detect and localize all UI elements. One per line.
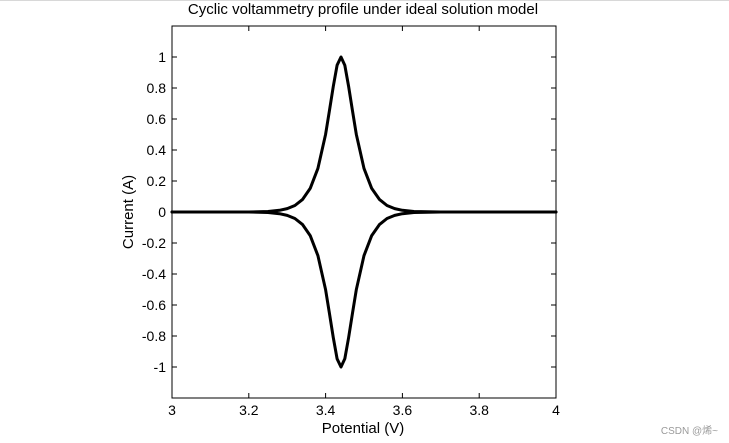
series-line-anodic [170,55,558,214]
x-tick-label: 3.4 [316,402,336,418]
chart-title: Cyclic voltammetry profile under ideal s… [188,1,538,18]
y-tick-label: 0.8 [147,80,167,96]
x-tick-label: 3.2 [239,402,259,418]
x-tick-label: 3.6 [393,402,413,418]
y-tick-label: -0.8 [142,328,166,344]
y-tick-label: 1 [158,49,166,65]
y-tick-label: -0.2 [142,235,166,251]
plot-area: 3 3.2 3.4 3.6 3.8 4 1 0.8 0.6 0.4 0.2 0 -0.2 -0.4 -0.6… [142,25,560,418]
x-axis-label: Potential (V) [322,420,405,437]
series-line-cathodic [170,210,558,369]
y-tick-label: 0 [158,204,166,220]
x-tick-label: 3.8 [469,402,489,418]
y-tick-label: 0.6 [147,111,167,127]
x-tick-label: 3 [168,402,176,418]
watermark: CSDN @烯~ [660,426,718,437]
top-border [0,0,729,1]
y-tick-label: 0.4 [147,142,167,158]
x-tick-label: 4 [552,402,560,418]
y-tick-label: -0.6 [142,297,166,313]
y-axis-label: Current (A) [120,175,137,249]
y-tick-label: -0.4 [142,266,166,282]
y-tick-label: -1 [154,359,167,375]
y-tick-label: 0.2 [147,173,167,189]
